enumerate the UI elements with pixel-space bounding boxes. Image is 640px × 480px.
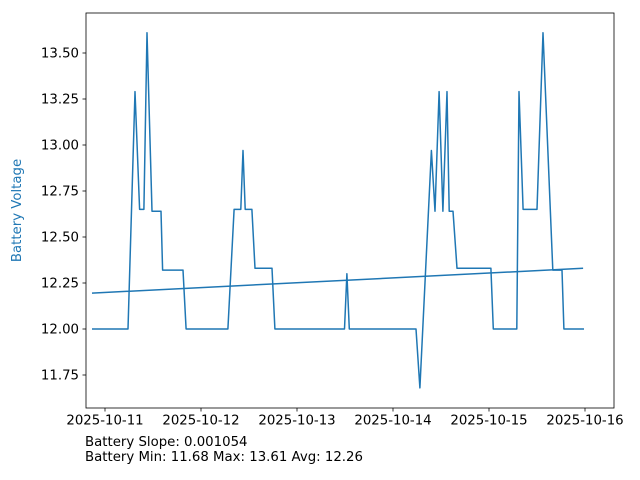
x-tick-label: 2025-10-16 — [546, 414, 623, 429]
y-tick-label: 13.50 — [41, 47, 79, 62]
annotation-battery-stats: Battery Min: 11.68 Max: 13.61 Avg: 12.26 — [85, 450, 363, 465]
y-tick-label: 12.00 — [41, 323, 79, 338]
y-tick-label: 13.25 — [41, 93, 79, 108]
x-tick-label: 2025-10-14 — [354, 414, 431, 429]
x-axis: 2025-10-11 2025-10-12 2025-10-13 2025-10-14… — [66, 408, 624, 429]
x-tick-label: 2025-10-11 — [66, 414, 143, 429]
y-axis-label: Battery Voltage — [10, 159, 25, 262]
y-tick-label: 12.75 — [41, 185, 79, 200]
x-tick-label: 2025-10-13 — [258, 414, 335, 429]
y-tick-label: 12.50 — [41, 231, 79, 246]
y-tick-label: 12.25 — [41, 277, 79, 292]
battery-voltage-line — [92, 32, 584, 389]
annotation-battery-slope: Battery Slope: 0.001054 — [85, 435, 248, 450]
y-tick-label: 13.00 — [41, 139, 79, 154]
y-tick-label: 11.75 — [41, 369, 79, 384]
trend-line — [91, 267, 584, 294]
x-tick-label: 2025-10-12 — [162, 414, 239, 429]
y-axis: 11.75 12.00 12.25 12.50 12.75 13.00 13.25 13.50 — [41, 47, 86, 384]
plot-border — [85, 12, 615, 409]
x-tick-label: 2025-10-15 — [450, 414, 527, 429]
